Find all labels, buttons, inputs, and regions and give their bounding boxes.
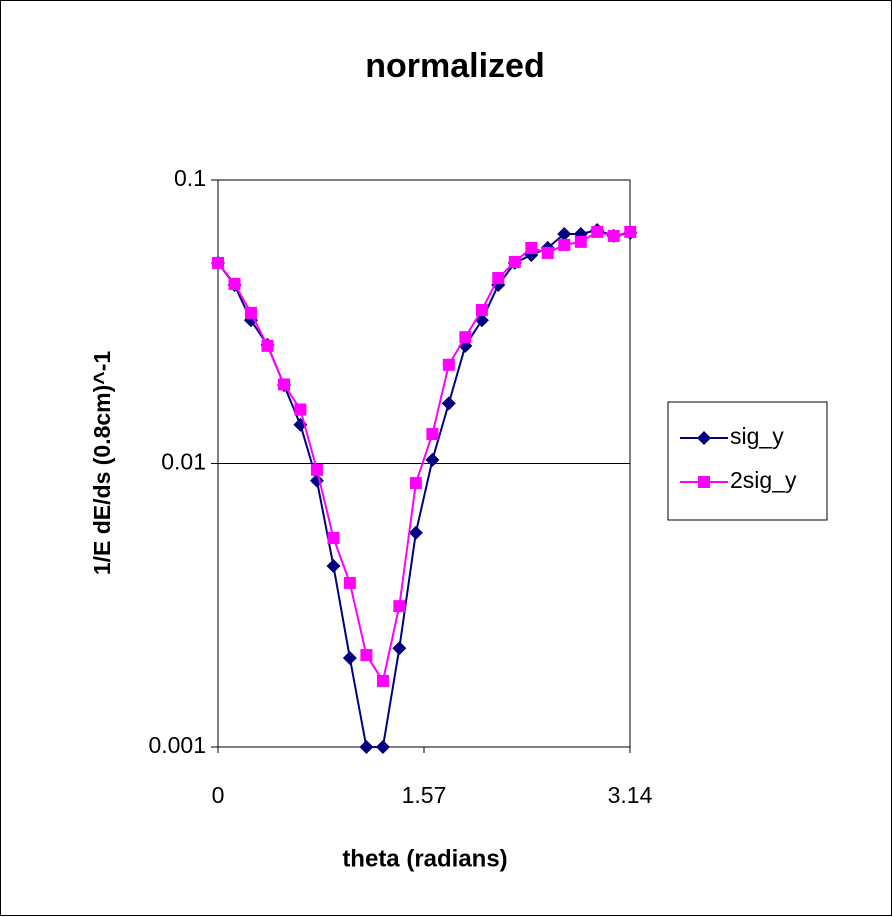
chart-title: normalized [365,47,544,85]
marker [409,477,422,490]
marker [557,226,572,241]
marker [541,246,554,259]
marker [261,339,274,352]
marker [212,256,224,269]
y-axis-label: 1/E dE/ds (0.8cm)^-1 [89,351,115,576]
marker [459,331,472,344]
marker [392,641,407,656]
marker [508,255,521,268]
marker [376,674,389,687]
marker [425,452,440,467]
marker [441,396,456,411]
legend-marker [697,431,711,445]
x-tick-label: 3.14 [608,782,653,808]
marker [228,277,241,290]
marker [342,651,357,666]
legend-marker [698,476,710,488]
legend-box [667,401,828,521]
legend-label: sig_y [730,423,784,449]
marker [343,576,356,589]
marker [558,238,571,251]
marker [244,306,257,319]
marker [426,428,439,441]
legend-label: 2sig_y [730,467,797,493]
marker [359,740,374,754]
x-tick-label: 0 [212,782,225,808]
marker [393,600,406,613]
marker [525,241,538,254]
marker [607,229,620,242]
marker [442,358,455,371]
marker [408,525,423,540]
y-tick-label: 0.01 [161,449,206,475]
marker [591,225,604,238]
marker [375,740,390,754]
marker [492,272,505,285]
marker [326,558,341,573]
marker [574,235,587,248]
marker [624,225,637,238]
marker [294,403,307,416]
y-tick-label: 0.1 [174,165,206,191]
marker [277,378,290,391]
marker [475,303,488,316]
marker [310,463,323,476]
x-tick-label: 1.57 [402,782,447,808]
x-axis-label: theta (radians) [342,845,507,872]
marker [360,649,373,662]
y-tick-label: 0.001 [148,732,206,758]
marker [327,532,340,545]
plot-area [217,179,631,748]
